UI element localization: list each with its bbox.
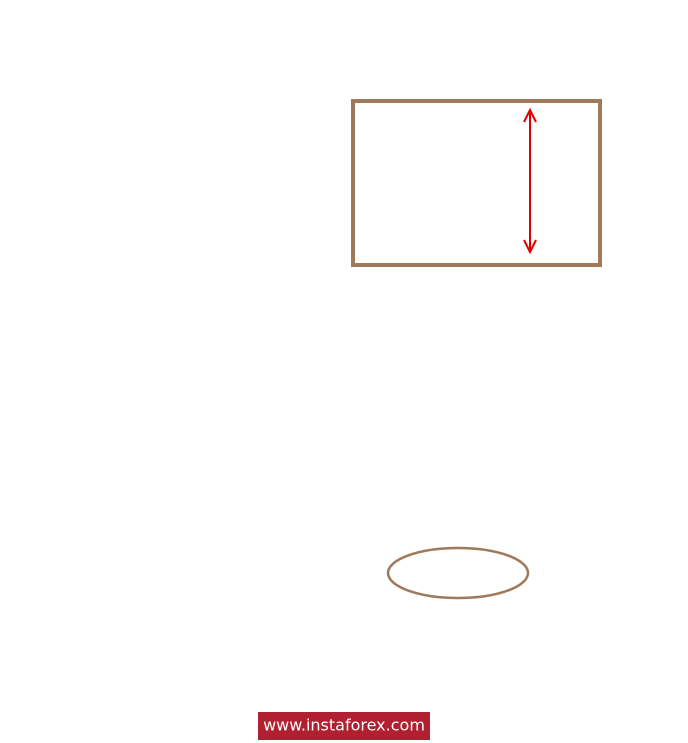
range-box xyxy=(351,99,602,267)
range-arrow xyxy=(523,107,537,255)
watermark-box xyxy=(258,712,430,740)
watermark: www.instaforex.com xyxy=(263,716,425,735)
rsi-highlight xyxy=(386,546,530,600)
